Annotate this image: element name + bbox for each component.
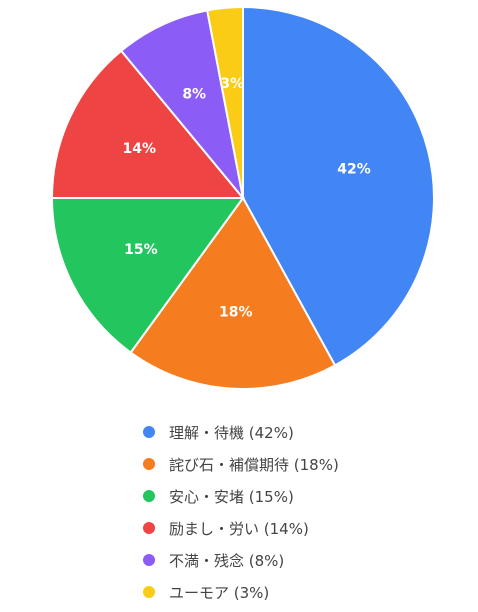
slice-value-label: 14% xyxy=(123,141,157,157)
legend-item[interactable]: ユーモア (3%) xyxy=(143,576,463,608)
legend-label: 理解・待機 (42%) xyxy=(169,423,294,442)
legend: 理解・待機 (42%) 詫び石・補償期待 (18%) 安心・安堵 (15%) 励まし・… xyxy=(143,416,463,608)
legend-label: 励まし・労い (14%) xyxy=(169,519,309,538)
slice-value-label: 18% xyxy=(219,304,253,320)
legend-swatch-icon xyxy=(143,586,155,598)
slice-value-label: 3% xyxy=(220,76,244,92)
legend-item[interactable]: 不満・残念 (8%) xyxy=(143,544,463,576)
legend-item[interactable]: 安心・安堵 (15%) xyxy=(143,480,463,512)
legend-swatch-icon xyxy=(143,458,155,470)
legend-label: 不満・残念 (8%) xyxy=(169,551,285,570)
legend-item[interactable]: 理解・待機 (42%) xyxy=(143,416,463,448)
legend-item[interactable]: 励まし・労い (14%) xyxy=(143,512,463,544)
legend-swatch-icon xyxy=(143,490,155,502)
pie-slice-4[interactable] xyxy=(119,9,244,199)
slice-value-label: 15% xyxy=(124,242,158,258)
legend-label: ユーモア (3%) xyxy=(169,583,270,602)
legend-swatch-icon xyxy=(143,522,155,534)
legend-item[interactable]: 詫び石・補償期待 (18%) xyxy=(143,448,463,480)
legend-swatch-icon xyxy=(143,426,155,438)
legend-label: 詫び石・補償期待 (18%) xyxy=(169,455,339,474)
pie-plot: 42% 18% 15% 14% 8% 3% xyxy=(50,5,435,390)
legend-swatch-icon xyxy=(143,554,155,566)
legend-label: 安心・安堵 (15%) xyxy=(169,487,294,506)
slice-value-label: 42% xyxy=(337,162,371,178)
pie-slice-2[interactable] xyxy=(50,197,245,354)
pie-slice-5[interactable] xyxy=(206,5,244,199)
slice-value-label: 8% xyxy=(182,86,206,102)
pie-slice-3[interactable] xyxy=(50,49,246,199)
pie-slice-1[interactable] xyxy=(129,196,337,390)
pie-slice-0[interactable] xyxy=(242,5,435,367)
